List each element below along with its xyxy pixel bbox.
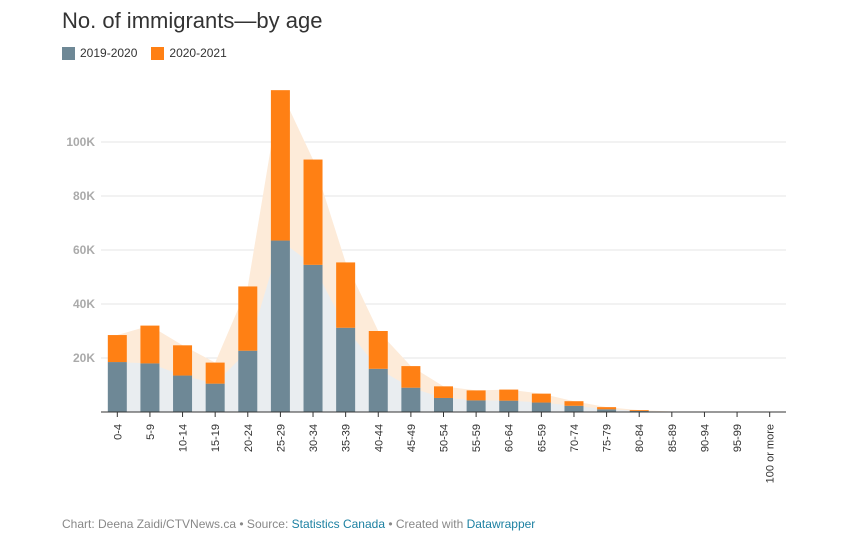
bar-2020-2021 (368, 331, 388, 369)
bar-2020-2021 (140, 325, 160, 364)
x-tick-label: 90-94 (699, 424, 711, 452)
x-tick-label: 85-89 (667, 424, 679, 452)
bar-2020-2021 (629, 410, 649, 411)
legend-swatch-2020-2021 (151, 46, 165, 60)
bar-2019-2020 (499, 400, 519, 412)
x-tick-label: 60-64 (504, 424, 516, 452)
bar-2020-2021 (597, 407, 617, 410)
x-tick-label: 5-9 (145, 424, 157, 440)
legend-label-2020-2021: 2020-2021 (169, 46, 227, 60)
bar-2020-2021 (499, 389, 519, 401)
x-tick-label: 40-44 (373, 424, 385, 452)
bar-2019-2020 (140, 363, 160, 412)
y-tick-label: 60K (73, 243, 95, 257)
y-tick-label: 40K (73, 297, 95, 311)
datawrapper-link[interactable]: Datawrapper (466, 517, 536, 531)
bar-2019-2020 (270, 240, 290, 412)
x-tick-label: 55-59 (471, 424, 483, 452)
bar-2019-2020 (531, 402, 551, 412)
x-tick-label: 30-34 (308, 424, 320, 452)
bar-2019-2020 (107, 362, 127, 412)
x-tick-label: 20-24 (243, 424, 255, 452)
bar-2019-2020 (564, 405, 584, 412)
footer-credit: Chart: Deena Zaidi/CTVNews.ca • Source: (62, 517, 292, 531)
y-tick-label: 100K (66, 135, 95, 149)
bar-2019-2020 (336, 327, 356, 412)
chart-footer: Chart: Deena Zaidi/CTVNews.ca • Source: … (62, 517, 535, 531)
bar-2019-2020 (173, 375, 193, 412)
footer-created-with: • Created with (385, 517, 467, 531)
bar-2020-2021 (173, 345, 193, 376)
bar-2019-2020 (597, 409, 617, 412)
x-tick-label: 10-14 (178, 424, 190, 452)
bar-2019-2020 (629, 410, 649, 412)
bar-2020-2021 (466, 390, 486, 401)
x-tick-label: 15-19 (210, 424, 222, 452)
x-tick-label: 25-29 (275, 424, 287, 452)
x-tick-label: 80-84 (634, 424, 646, 452)
bar-2019-2020 (434, 397, 453, 412)
legend-item-2020-2021: 2020-2021 (151, 46, 227, 60)
bar-2020-2021 (205, 362, 225, 384)
bar-2019-2020 (205, 383, 225, 412)
bar-2019-2020 (303, 264, 323, 412)
x-tick-label: 35-39 (341, 424, 353, 452)
legend-item-2019-2020: 2019-2020 (62, 46, 137, 60)
x-tick-label: 70-74 (569, 424, 581, 452)
x-tick-label: 45-49 (406, 424, 418, 452)
bar-2019-2020 (466, 400, 486, 412)
bar-2020-2021 (564, 401, 584, 406)
x-tick-label: 95-99 (732, 424, 744, 452)
x-tick-label: 100 or more (765, 424, 777, 483)
y-tick-label: 80K (73, 189, 95, 203)
bar-2020-2021 (107, 335, 127, 363)
bar-2020-2021 (336, 262, 356, 328)
source-link[interactable]: Statistics Canada (291, 517, 386, 531)
bar-2020-2021 (270, 90, 290, 241)
bar-2020-2021 (401, 366, 421, 388)
legend-label-2019-2020: 2019-2020 (80, 46, 138, 60)
chart-title: No. of immigrants—by age (62, 8, 323, 33)
bar-2020-2021 (303, 159, 323, 265)
y-tick-label: 20K (73, 351, 95, 365)
bar-2020-2021 (434, 386, 453, 398)
legend: 2019-2020 2020-2021 (62, 46, 227, 60)
x-tick-label: 75-79 (602, 424, 614, 452)
bar-2020-2021 (531, 393, 551, 403)
bar-2019-2020 (401, 387, 421, 412)
bar-2019-2020 (238, 350, 258, 412)
x-tick-label: 65-59 (536, 424, 548, 452)
x-tick-label: 50-54 (439, 424, 451, 452)
bar-2020-2021 (238, 286, 258, 351)
legend-swatch-2019-2020 (62, 46, 75, 60)
x-tick-label: 0-4 (112, 424, 124, 440)
bar-2019-2020 (368, 368, 388, 412)
